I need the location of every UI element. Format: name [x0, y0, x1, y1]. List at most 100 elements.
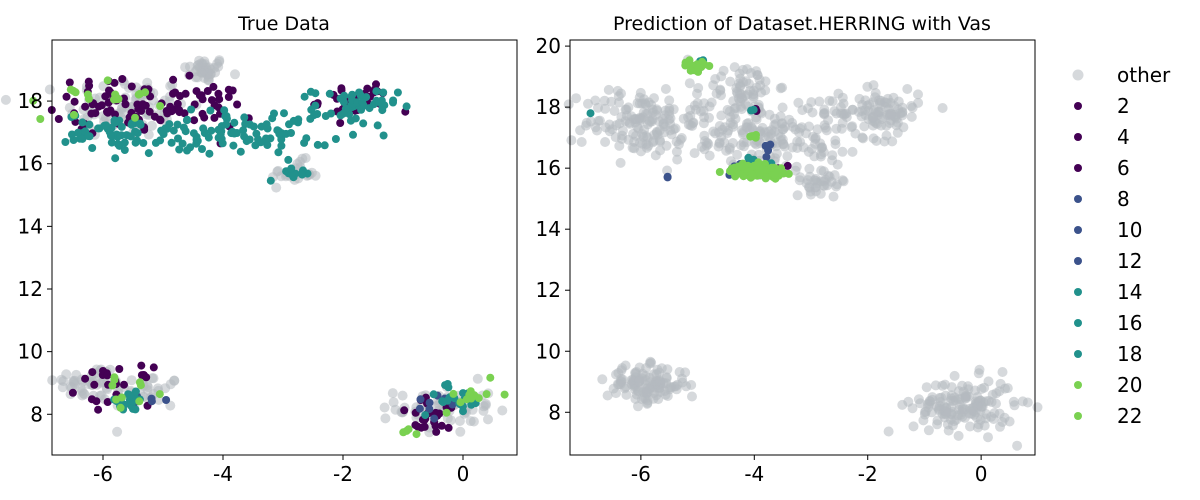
right-point-14 — [749, 105, 758, 114]
right-point-other — [991, 388, 1002, 399]
right-point-other — [805, 186, 816, 197]
left-point-other — [192, 60, 203, 71]
legend-label-12: 12 — [1117, 249, 1142, 273]
right-point-other — [585, 116, 596, 127]
left-point-10 — [430, 414, 439, 423]
right-point-other — [850, 128, 861, 139]
right-point-other — [927, 392, 938, 403]
left-point-2 — [214, 89, 223, 98]
right-point-other — [818, 166, 829, 177]
left-point-2 — [88, 368, 97, 377]
right-point-20 — [694, 63, 703, 72]
left-point-other — [44, 84, 55, 95]
right-point-other — [777, 82, 788, 93]
left-point-2 — [97, 101, 106, 110]
left-point-other — [397, 390, 408, 401]
right-point-other — [814, 96, 825, 107]
left-point-2 — [203, 87, 212, 95]
left-point-14 — [106, 131, 115, 140]
left-point-14 — [421, 411, 430, 420]
left-y-tick-label: 8 — [30, 402, 43, 426]
right-points-layer — [563, 54, 1043, 451]
right-point-other — [792, 136, 803, 147]
right-point-other — [913, 89, 923, 100]
left-point-2 — [103, 371, 112, 380]
left-point-14 — [313, 140, 322, 149]
left-point-14 — [198, 145, 206, 153]
right-point-other — [655, 145, 666, 156]
left-point-14 — [325, 89, 334, 98]
left-point-other — [0, 94, 11, 105]
left-point-2 — [163, 108, 172, 117]
left-point-14 — [277, 141, 286, 150]
right-x-tick-label: -2 — [858, 462, 878, 486]
right-point-other — [976, 384, 987, 394]
right-point-other — [820, 122, 831, 133]
right-point-other — [867, 111, 878, 122]
left-point-14 — [84, 132, 93, 140]
right-point-other — [775, 132, 786, 143]
left-point-20 — [442, 408, 451, 417]
left-point-other — [165, 379, 176, 390]
left-point-20 — [83, 90, 92, 99]
left-point-14 — [287, 170, 296, 179]
right-point-other — [876, 120, 887, 131]
right-point-20 — [767, 163, 776, 172]
right-point-other — [571, 93, 582, 104]
right-point-other — [810, 134, 821, 144]
legend-label-4: 4 — [1117, 125, 1130, 149]
right-point-other — [695, 106, 706, 117]
left-point-20 — [156, 102, 165, 110]
right-point-other — [880, 102, 891, 112]
left-y-tick-label: 16 — [18, 152, 43, 176]
right-point-other — [828, 191, 839, 202]
left-point-2 — [437, 421, 446, 430]
left-point-14 — [181, 127, 190, 136]
left-point-other — [112, 426, 123, 437]
right-point-other — [795, 172, 806, 183]
right-point-other — [652, 105, 663, 116]
right-y-tick-label: 16 — [536, 156, 561, 180]
left-point-other — [297, 153, 308, 164]
right-point-20 — [730, 163, 739, 172]
left-point-14 — [131, 405, 140, 414]
left-point-14 — [389, 96, 398, 105]
left-point-14 — [311, 89, 320, 98]
right-point-20 — [715, 168, 724, 176]
right-point-other — [711, 88, 722, 99]
left-point-14 — [216, 130, 225, 139]
left-point-2 — [432, 427, 441, 436]
left-point-2 — [417, 423, 426, 432]
left-y-tick-label: 12 — [18, 277, 43, 301]
right-point-other — [655, 136, 666, 147]
right-point-other — [889, 101, 900, 112]
right-point-other — [981, 409, 992, 419]
right-plot-frame — [569, 39, 1036, 456]
left-point-14 — [74, 128, 82, 137]
left-point-14 — [127, 120, 136, 129]
right-point-other — [1009, 400, 1020, 411]
right-point-other — [973, 368, 984, 379]
left-point-other — [465, 416, 476, 427]
right-point-20 — [755, 169, 764, 177]
left-point-2 — [137, 106, 146, 115]
right-point-other — [957, 407, 968, 417]
right-point-other — [827, 150, 838, 161]
true-data-panel: True Data -6 -4 -2 0 8 10 12 14 16 18 — [0, 13, 518, 486]
left-points-layer — [0, 55, 509, 439]
right-point-other — [630, 114, 641, 124]
left-point-20 — [136, 381, 145, 390]
left-point-14 — [206, 106, 215, 115]
right-point-other — [801, 128, 811, 139]
right-point-other — [668, 124, 679, 135]
right-point-other — [915, 398, 926, 409]
right-point-other — [621, 389, 632, 400]
right-point-other — [868, 80, 879, 91]
right-point-other — [868, 133, 879, 144]
right-axes: -6 -4 -2 0 8 10 12 14 16 18 20 — [536, 34, 988, 486]
left-point-14 — [167, 138, 176, 147]
legend-label-6: 6 — [1117, 156, 1130, 180]
right-point-other — [602, 390, 613, 401]
left-point-14 — [189, 129, 198, 138]
